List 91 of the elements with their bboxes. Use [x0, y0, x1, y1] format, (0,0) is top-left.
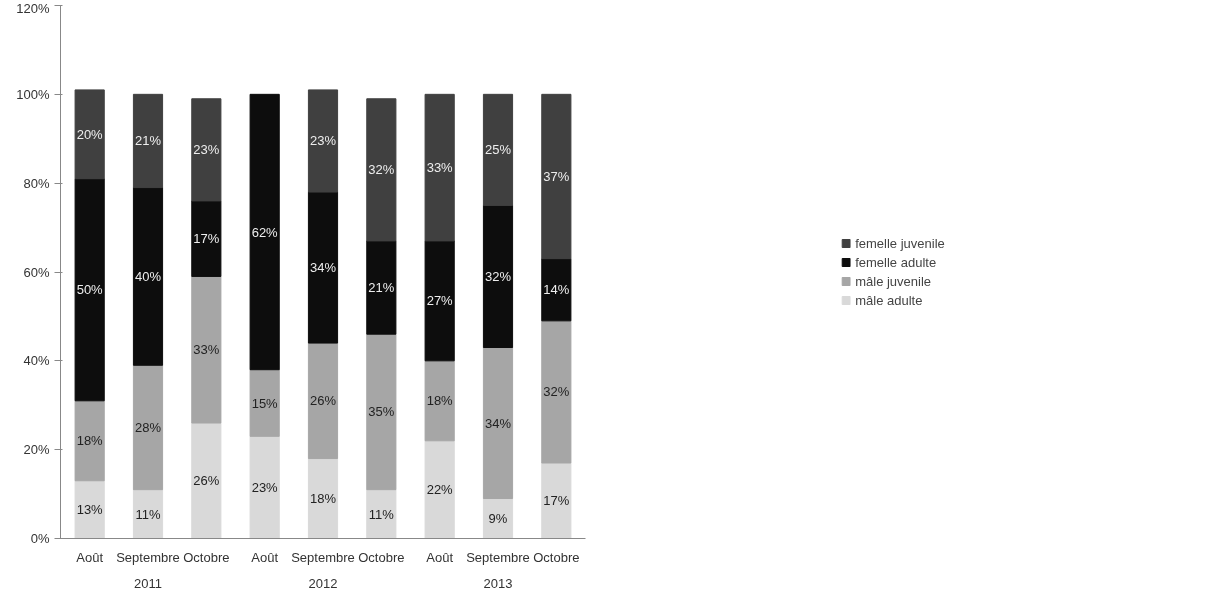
- text: 2013: [483, 575, 513, 591]
- bar: [307, 458, 339, 539]
- data-label: 26%: [309, 393, 337, 409]
- y-tick-label: 80%: [23, 175, 50, 191]
- legend-label: mâle adulte: [855, 292, 923, 308]
- x-tick-label: Septembre: [291, 549, 355, 565]
- data-label: 34%: [484, 415, 512, 431]
- bar: [132, 187, 164, 366]
- data-label: 18%: [76, 433, 104, 449]
- text: 2011: [134, 575, 162, 591]
- data-label: 21%: [134, 133, 162, 149]
- bar: [424, 93, 455, 242]
- data-label: 17%: [193, 231, 220, 247]
- data-label: 35%: [368, 404, 395, 420]
- bar: [541, 462, 572, 539]
- data-label: 37%: [543, 169, 570, 184]
- data-label: 33%: [193, 342, 220, 358]
- x-tick-label: Octobre: [183, 549, 230, 565]
- bar: [74, 178, 105, 402]
- y-tick-label: 20%: [23, 442, 50, 458]
- data-label: 32%: [368, 162, 395, 178]
- legend-label: femelle juvenile: [855, 235, 945, 251]
- bar: [307, 342, 339, 460]
- bar: [249, 435, 280, 539]
- x-tick-label: Septembre: [116, 549, 180, 565]
- y-tick-label: 100%: [16, 86, 50, 102]
- y-tick-label: 40%: [23, 353, 50, 369]
- bar: [482, 204, 514, 349]
- data-label: 23%: [251, 479, 279, 495]
- data-label: 11%: [135, 506, 161, 522]
- x-tick-label: Août: [76, 549, 104, 565]
- bar: [366, 333, 397, 491]
- bar: [132, 93, 164, 189]
- data-label: 21%: [368, 280, 395, 296]
- data-label: 50%: [76, 282, 104, 298]
- bar: [366, 240, 397, 335]
- legend-label: femelle adulte: [855, 254, 937, 270]
- bar: [191, 422, 222, 539]
- bar: [541, 258, 572, 322]
- data-label: 18%: [309, 491, 337, 507]
- y-tick-label: 60%: [23, 264, 50, 280]
- bar: [307, 191, 339, 344]
- data-label: 25%: [484, 142, 512, 158]
- bar: [74, 89, 105, 180]
- bar: [249, 369, 280, 437]
- data-label: 33%: [426, 160, 454, 176]
- bar: [366, 98, 397, 242]
- bar: [424, 240, 455, 362]
- y-tick-label: 0%: [30, 531, 50, 546]
- bar: [191, 200, 222, 277]
- bar: [424, 440, 455, 539]
- bar: [191, 98, 222, 202]
- bar: [74, 480, 105, 539]
- data-label: 34%: [309, 260, 337, 276]
- bar: [541, 93, 572, 260]
- y-tick-label: 120%: [16, 0, 50, 16]
- bar: [74, 400, 105, 482]
- data-label: 14%: [543, 282, 570, 298]
- data-label: 27%: [426, 293, 454, 309]
- bar: [132, 364, 164, 491]
- x-tick-label: Octobre: [358, 549, 405, 565]
- data-label: 28%: [134, 419, 162, 435]
- x-tick-label: Août: [426, 549, 454, 565]
- data-label: 15%: [251, 395, 279, 411]
- legend-label: mâle juvenile: [855, 273, 932, 289]
- data-label: 20%: [76, 126, 104, 142]
- bar: [424, 360, 455, 442]
- data-label: 23%: [193, 142, 220, 158]
- data-label: 13%: [76, 502, 104, 518]
- x-tick-label: Septembre: [466, 549, 530, 565]
- bar: [366, 489, 397, 539]
- data-label: 9%: [488, 511, 508, 527]
- bar: [249, 93, 280, 371]
- data-label: 32%: [484, 268, 512, 284]
- data-label: 18%: [426, 393, 454, 409]
- data-label: 17%: [543, 493, 570, 509]
- text: 2012: [308, 575, 338, 591]
- data-label: 32%: [543, 384, 570, 400]
- bar: [541, 320, 572, 464]
- bar: [482, 347, 514, 500]
- data-label: 26%: [193, 473, 220, 489]
- x-tick-label: Août: [251, 549, 279, 565]
- bar: [191, 275, 222, 424]
- data-label: 40%: [134, 268, 162, 284]
- bar: [482, 93, 514, 206]
- x-tick-label: Octobre: [533, 549, 580, 565]
- bar: [307, 89, 339, 193]
- data-label: 62%: [251, 224, 279, 240]
- data-label: 11%: [368, 506, 395, 522]
- data-label: 23%: [309, 133, 337, 149]
- data-label: 22%: [426, 482, 454, 498]
